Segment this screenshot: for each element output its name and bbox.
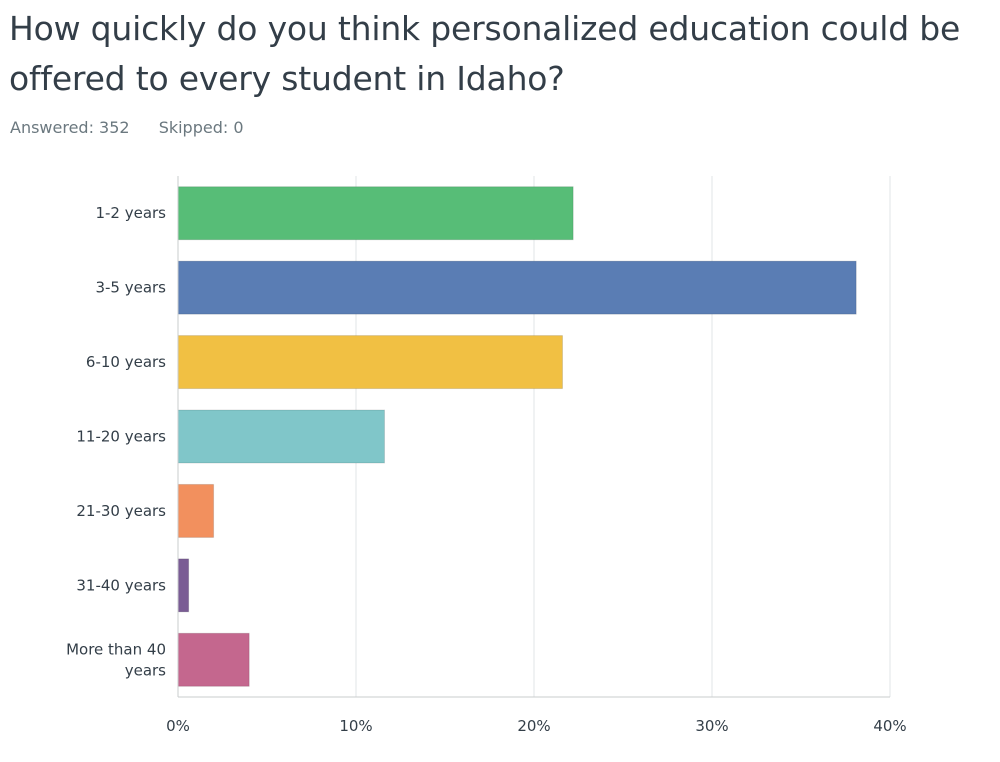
bar: [177, 260, 857, 315]
y-category-label: 21-30 years: [76, 502, 166, 520]
x-tick-label: 20%: [517, 717, 550, 735]
bar: [177, 186, 574, 241]
y-category-label: years: [125, 661, 166, 679]
bar: [177, 409, 385, 464]
y-category-label: 31-40 years: [76, 576, 166, 594]
bar: [177, 335, 563, 390]
y-category-label: 1-2 years: [95, 204, 166, 222]
bar: [177, 483, 215, 538]
x-tick-label: 0%: [166, 717, 190, 735]
y-axis-labels: 1-2 years 3-5 years 6-10 years 11-20 years 2…: [66, 204, 166, 679]
skipped-count: Skipped: 0: [158, 118, 244, 137]
x-tick-label: 30%: [695, 717, 728, 735]
chart-gridlines: [355, 176, 891, 697]
question-title: How quickly do you think personalized ed…: [9, 9, 961, 98]
y-category-label: More than 40: [66, 640, 166, 658]
bar: [177, 632, 250, 687]
answered-count: Answered: 352: [10, 118, 130, 137]
y-category-label: 6-10 years: [86, 353, 166, 371]
chart-bars: [177, 186, 857, 687]
bar: [177, 558, 190, 613]
x-axis-labels: 0% 10% 20% 30% 40%: [166, 717, 907, 735]
response-stats: Answered: 352 Skipped: 0: [10, 118, 268, 137]
y-category-label: 3-5 years: [95, 279, 166, 297]
x-tick-label: 40%: [873, 717, 906, 735]
y-category-label: 11-20 years: [76, 428, 166, 446]
x-tick-label: 10%: [339, 717, 372, 735]
